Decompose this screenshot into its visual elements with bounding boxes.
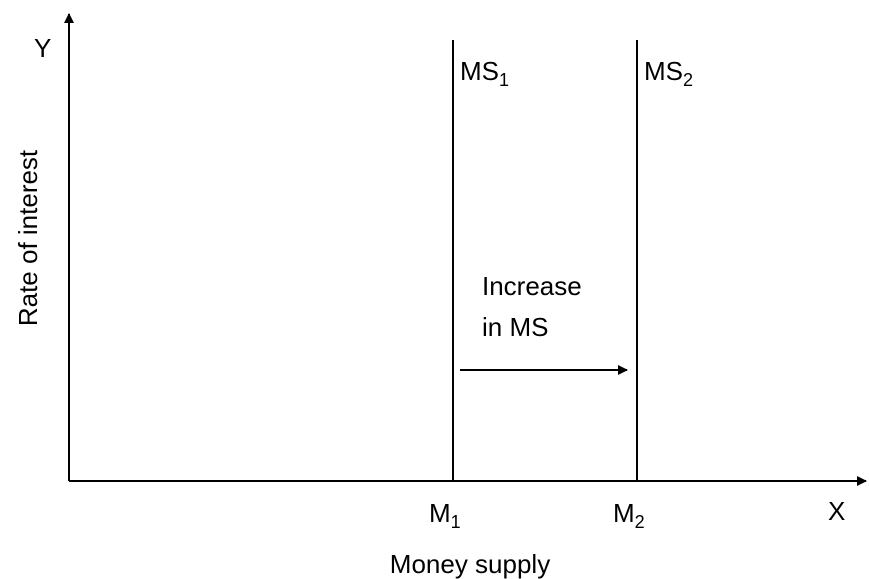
m2-label: M2	[613, 498, 645, 532]
subscript: 2	[683, 70, 693, 90]
x-axis-label: Money supply	[390, 549, 550, 579]
subscript: 2	[635, 512, 645, 532]
annotation-line: Increase	[482, 271, 582, 301]
ms2-label: MS2	[644, 56, 693, 90]
label: MS	[460, 56, 499, 86]
label: M	[613, 498, 635, 528]
m1-label: M1	[429, 498, 461, 532]
label: MS	[644, 56, 683, 86]
y-symbol: Y	[34, 33, 51, 63]
annotation-line: in MS	[482, 312, 548, 342]
subscript: 1	[451, 512, 461, 532]
label: M	[429, 498, 451, 528]
x-symbol: X	[828, 496, 845, 526]
ms1-label: MS1	[460, 56, 509, 90]
y-axis-label: Rate of interest	[13, 149, 43, 326]
subscript: 1	[499, 70, 509, 90]
